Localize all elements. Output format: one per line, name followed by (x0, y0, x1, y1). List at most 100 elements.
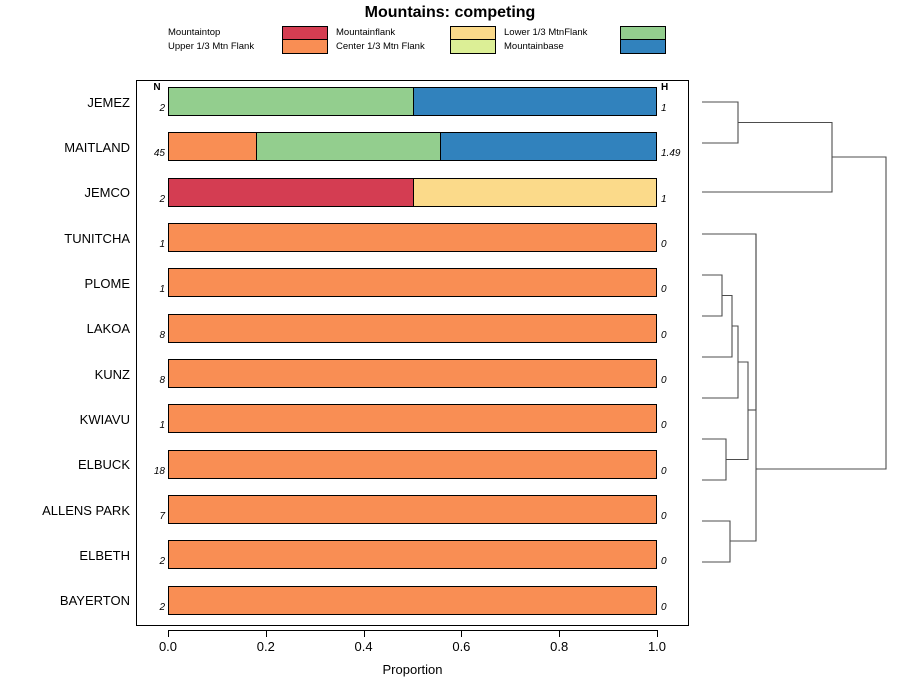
n-value: 2 (159, 556, 165, 568)
n-value: 8 (159, 375, 165, 386)
n-value: 1 (159, 420, 165, 432)
stacked-bar[interactable] (168, 177, 657, 207)
h-value: 1.49 (661, 148, 681, 160)
bar-segment[interactable] (169, 178, 413, 206)
stacked-bar[interactable] (168, 313, 657, 343)
h-value: 1 (661, 193, 667, 205)
x-axis-line (168, 630, 657, 631)
legend-label-mountainbase: Mountainbase (504, 41, 564, 52)
y-axis-label: BAYERTON (59, 593, 130, 609)
y-axis-label: KUNZ (94, 366, 130, 382)
x-axis-tick-label: 0.4 (354, 639, 373, 654)
h-column-header: H (661, 82, 669, 93)
y-axis-label: ELBUCK (77, 457, 130, 473)
bar-row: 18 0 (137, 444, 688, 485)
bar-segment[interactable] (439, 133, 656, 161)
bar-segment[interactable] (169, 586, 656, 614)
bar-segment[interactable] (169, 269, 656, 297)
x-axis-tick-label: 0.0 (158, 639, 178, 654)
x-axis-tick-label: 0.8 (550, 639, 569, 654)
legend-label-lower-third: Lower 1/3 MtnFlank (504, 27, 588, 38)
bar-segment[interactable] (169, 360, 656, 387)
legend-swatch-lower-third (621, 27, 665, 40)
bar-segment[interactable] (169, 88, 413, 115)
y-axis-label: ALLENS PARK (42, 502, 130, 518)
x-axis-tick (559, 630, 561, 637)
legend-swatch-center-third (451, 40, 495, 53)
h-value: 0 (661, 329, 667, 341)
bar-segment[interactable] (169, 224, 656, 251)
x-axis: Proportion 0.0 0.2 0.4 0.6 0.8 1.0 (137, 630, 688, 680)
dendro-link-elbuck-allenspark (702, 438, 727, 481)
y-axis-label: TUNITCHA (64, 230, 130, 246)
stacked-bar[interactable] (168, 495, 657, 524)
h-value: 0 (661, 465, 667, 477)
stacked-bar[interactable] (168, 87, 657, 116)
legend-column-2-swatches (620, 26, 666, 54)
bar-segment[interactable] (169, 541, 656, 569)
dendro-link-jemez-maitland (702, 101, 739, 144)
dendrogram-svg (702, 101, 887, 563)
bar-row: N H 2 1 (137, 81, 688, 122)
dendro-link-elbeth-bayerton (702, 520, 731, 563)
legend-label-mountainflank: Mountainflank (336, 27, 396, 38)
legend-label-upper-third: Upper 1/3 Mtn Flank (168, 41, 255, 52)
legend-column-0-labels: Mountaintop Upper 1/3 Mtn Flank (168, 26, 276, 54)
dendro-link-bottom-stem (730, 234, 757, 542)
h-value: 0 (661, 239, 667, 250)
h-value: 1 (661, 103, 667, 114)
h-value: 0 (661, 284, 667, 296)
legend-column-0: Mountaintop Upper 1/3 Mtn Flank (168, 26, 328, 56)
y-axis-label: JEMCO (84, 185, 131, 201)
stacked-bar[interactable] (168, 449, 657, 479)
x-axis-tick-label: 0.6 (452, 639, 471, 654)
bar-segment[interactable] (169, 133, 256, 161)
dendro-link-plome-lakoa (702, 274, 723, 317)
legend-column-2: Lower 1/3 MtnFlank Mountainbase (504, 26, 666, 56)
dendro-link-mid-merge (726, 361, 749, 461)
stacked-bar[interactable] (168, 268, 657, 298)
legend: Mountaintop Upper 1/3 Mtn Flank Mountain… (168, 26, 678, 56)
bar-segment[interactable] (169, 405, 656, 433)
legend-swatch-upper-third (283, 40, 327, 53)
plot-frame (136, 80, 689, 626)
h-value: 0 (661, 511, 667, 522)
bar-segment[interactable] (412, 88, 656, 115)
y-axis-label: KWIAVU (79, 412, 130, 427)
bar-segment[interactable] (255, 133, 440, 161)
y-axis-label: JEMEZ (87, 94, 130, 110)
legend-column-1-swatches (450, 26, 496, 54)
stacked-bar[interactable] (168, 359, 657, 388)
bar-segment[interactable] (169, 450, 656, 478)
n-column-header: N (153, 82, 161, 93)
h-value: 0 (661, 556, 667, 568)
stacked-bar[interactable] (168, 132, 657, 162)
y-axis-label: LAKOA (86, 321, 130, 337)
stacked-bar[interactable] (168, 223, 657, 252)
n-value: 18 (153, 465, 165, 477)
bar-segment[interactable] (412, 178, 656, 206)
x-axis-tick (265, 630, 267, 637)
dendro-link-plome-kunz (702, 294, 733, 358)
bar-segment[interactable] (169, 314, 656, 342)
x-axis-tick-label: 1.0 (647, 639, 667, 654)
stacked-bar[interactable] (168, 540, 657, 570)
x-axis-tick (363, 630, 365, 637)
stacked-bar[interactable] (168, 404, 657, 434)
y-axis-label: ELBETH (79, 548, 130, 563)
legend-column-2-labels: Lower 1/3 MtnFlank Mountainbase (504, 26, 612, 54)
stacked-bar[interactable] (168, 585, 657, 615)
legend-label-center-third: Center 1/3 Mtn Flank (336, 41, 425, 52)
y-axis-labels: JEMEZ MAITLAND JEMCO TUNITCHA PLOME LAKOA KUNZ… (0, 81, 130, 625)
bar-segment[interactable] (169, 496, 656, 523)
dendro-link-root (758, 156, 887, 470)
